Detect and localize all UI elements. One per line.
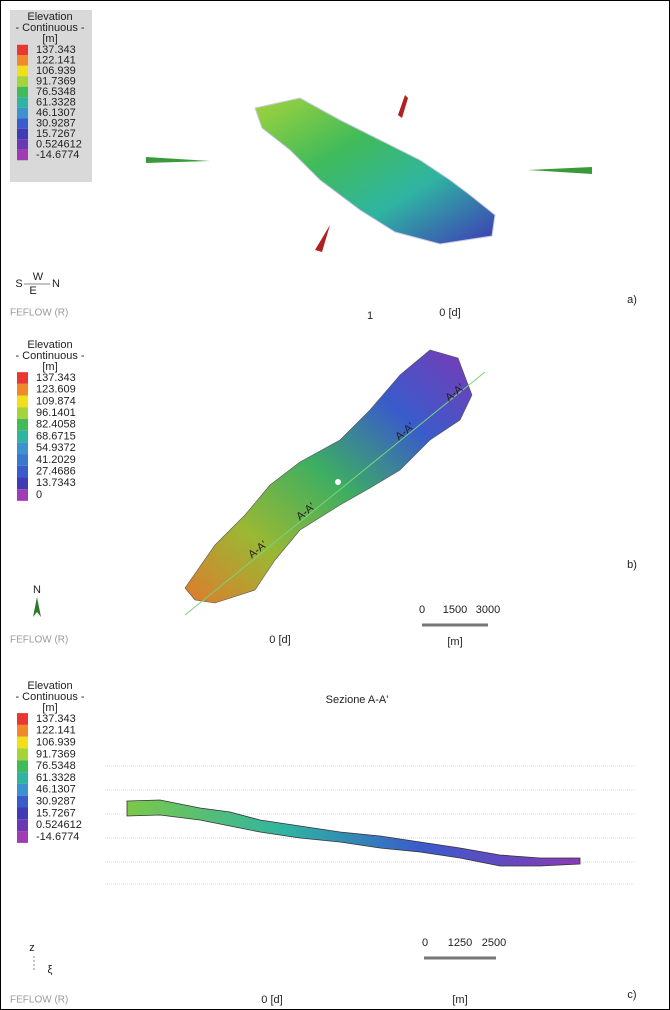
- grid: [105, 766, 635, 884]
- axis-cone: [528, 167, 592, 174]
- legend-label: 76.5348: [36, 760, 76, 772]
- marker-label: 1: [367, 310, 373, 322]
- compass-label: N: [52, 278, 60, 290]
- legend-label: 41.2029: [36, 454, 76, 466]
- legend-swatch: [17, 396, 28, 408]
- software-label: FEFLOW (R): [10, 635, 68, 646]
- scale-tick: 1250: [448, 937, 472, 949]
- legend-swatch: [17, 749, 28, 761]
- axis-cone: [398, 95, 408, 118]
- section-point: [335, 479, 341, 485]
- scale-tick: 3000: [476, 604, 500, 616]
- axis-label: ξ: [48, 964, 53, 976]
- legend-label: -14.6774: [36, 831, 79, 843]
- legend-label: 15.7267: [36, 807, 76, 819]
- legend-swatch: [17, 431, 28, 443]
- figure: Elevation- Continuous -[m]137.343122.141…: [0, 0, 670, 1010]
- axis-cone: [315, 225, 330, 252]
- legend-swatch: [17, 454, 28, 466]
- legend-swatch: [17, 760, 28, 772]
- legend-label: 61.3328: [36, 772, 76, 784]
- scale-unit: [m]: [452, 994, 467, 1006]
- compass-label: S: [15, 278, 22, 290]
- legend-label: 0: [36, 489, 42, 501]
- legend-swatch: [17, 737, 28, 749]
- legend-swatch: [17, 66, 28, 77]
- legend-label: 109.874: [36, 395, 76, 407]
- legend-label: -14.6774: [36, 149, 79, 161]
- legend-label: 54.9372: [36, 442, 76, 454]
- legend-label: 91.7369: [36, 748, 76, 760]
- scale-unit: [m]: [447, 636, 462, 648]
- legend-label: 46.1307: [36, 784, 76, 796]
- mesh-3d: [255, 98, 495, 244]
- legend-label: 30.9287: [36, 796, 76, 808]
- software-label: FEFLOW (R): [10, 308, 68, 319]
- axis-label: z: [29, 942, 35, 954]
- software-label: FEFLOW (R): [10, 995, 68, 1006]
- legend-label: 137.343: [36, 713, 76, 725]
- time-label: 0 [d]: [439, 307, 460, 319]
- panel-letter: b): [627, 559, 637, 571]
- time-label: 0 [d]: [269, 634, 290, 646]
- legend-label: 106.939: [36, 737, 76, 749]
- legend-label: 122.141: [36, 725, 76, 737]
- legend-swatch: [17, 442, 28, 454]
- compass-label: E: [29, 285, 36, 297]
- scale-tick: 2500: [482, 937, 506, 949]
- profile: [127, 800, 580, 866]
- legend-swatch: [17, 55, 28, 66]
- legend-swatch: [17, 118, 28, 129]
- legend-swatch: [17, 819, 28, 831]
- compass-label: N: [33, 584, 41, 596]
- legend-swatch: [17, 150, 28, 161]
- panel-letter: c): [627, 989, 636, 1001]
- legend-swatch: [17, 384, 28, 396]
- legend-swatch: [17, 108, 28, 119]
- legend-label: 137.343: [36, 372, 76, 384]
- north-arrow: [33, 597, 41, 617]
- panel-letter: a): [627, 294, 637, 306]
- legend-label: 68.6715: [36, 430, 76, 442]
- legend-swatch: [17, 419, 28, 431]
- scale-tick: 1500: [443, 604, 467, 616]
- section-line: [185, 372, 485, 615]
- legend-swatch: [17, 725, 28, 737]
- legend-swatch: [17, 139, 28, 150]
- legend-swatch: [17, 713, 28, 725]
- legend-swatch: [17, 372, 28, 384]
- legend-label: 27.4686: [36, 466, 76, 478]
- section-title: Sezione A-A': [326, 694, 389, 706]
- legend-swatch: [17, 772, 28, 784]
- legend-swatch: [17, 129, 28, 140]
- scale-tick: 0: [419, 604, 425, 616]
- legend-swatch: [17, 784, 28, 796]
- legend-swatch: [17, 45, 28, 56]
- legend-swatch: [17, 796, 28, 808]
- legend-swatch: [17, 76, 28, 87]
- legend-label: 13.7343: [36, 477, 76, 489]
- legend-swatch: [17, 466, 28, 478]
- compass-label: W: [33, 271, 44, 283]
- legend-swatch: [17, 808, 28, 820]
- legend-swatch: [17, 87, 28, 98]
- legend-label: 82.4058: [36, 419, 76, 431]
- legend-label: 123.609: [36, 384, 76, 396]
- axis-cone: [146, 157, 210, 163]
- legend-label: 96.1401: [36, 407, 76, 419]
- legend-label: 0.524612: [36, 819, 82, 831]
- time-label: 0 [d]: [261, 994, 282, 1006]
- legend-swatch: [17, 831, 28, 843]
- legend-swatch: [17, 489, 28, 501]
- mesh-2d: [185, 350, 472, 603]
- legend-swatch: [17, 97, 28, 108]
- legend-swatch: [17, 407, 28, 419]
- legend-swatch: [17, 477, 28, 489]
- scale-tick: 0: [422, 937, 428, 949]
